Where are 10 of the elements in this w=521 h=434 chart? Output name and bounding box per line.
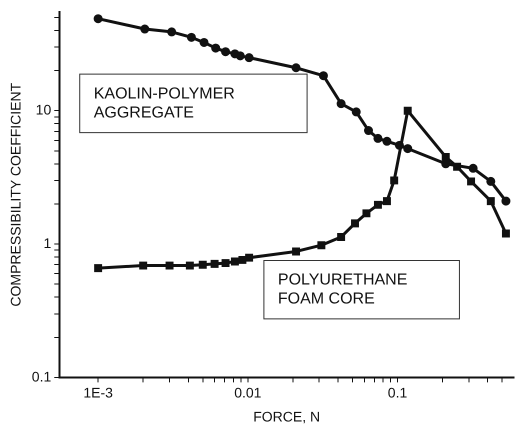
y-axis-title: COMPRESSIBILITY COEFFICIENT xyxy=(7,82,24,307)
y-tick-label: 1 xyxy=(43,234,52,251)
y-tick-label: 10 xyxy=(36,102,52,118)
series-label: POLYURETHANE FOAM CORE xyxy=(278,272,408,308)
y-tick-label: 0.1 xyxy=(32,368,52,384)
x-tick-label: 0.1 xyxy=(388,384,408,401)
x-axis-title: FORCE, N xyxy=(253,408,320,424)
series-label: KAOLIN-POLYMER AGGREGATE xyxy=(94,85,235,122)
x-tick-label: 0.01 xyxy=(234,384,262,401)
x-tick-label: 1E-3 xyxy=(83,384,114,401)
